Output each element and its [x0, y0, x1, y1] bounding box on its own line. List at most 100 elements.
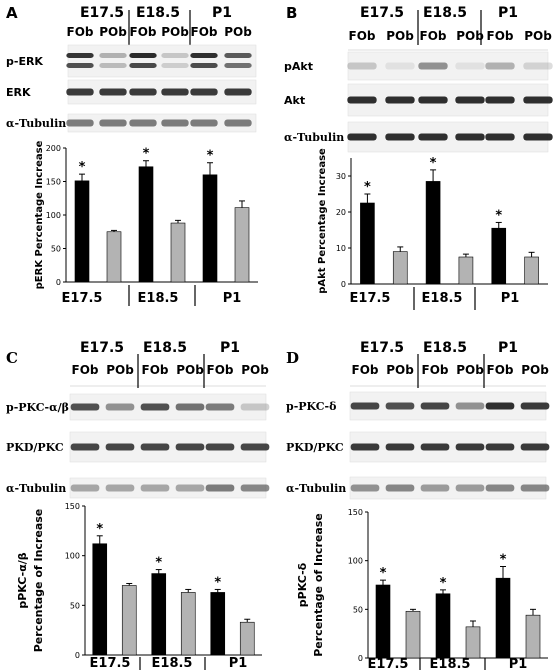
panel-letter: B	[286, 4, 297, 22]
blot-group-label: P1	[498, 5, 518, 21]
bar-fob	[210, 592, 226, 656]
blot-band	[66, 53, 94, 58]
y-axis-label: Percentage of Increase	[32, 509, 45, 653]
blot-band	[224, 119, 252, 127]
significance-star: *	[430, 156, 437, 171]
y-axis-label: pAkt Percentage Increase	[317, 148, 328, 294]
blot-band	[385, 96, 415, 104]
blot-band	[140, 484, 170, 492]
blot-band	[520, 484, 550, 492]
blot-band	[66, 119, 94, 127]
blot-band	[347, 133, 377, 141]
lane-label: POb	[99, 25, 127, 39]
blot-group-label: E18.5	[423, 340, 467, 356]
bar-pob	[525, 614, 541, 659]
y-tick-label: 200	[46, 144, 61, 153]
blot-band	[99, 119, 127, 127]
lane-label: FOb	[207, 363, 234, 377]
lane-label: FOb	[487, 29, 514, 43]
significance-star: *	[155, 556, 162, 571]
blot-band	[99, 53, 127, 58]
blot-band	[105, 403, 135, 411]
significance-star: *	[214, 575, 221, 590]
bar-pob	[524, 256, 539, 285]
blot-band	[161, 119, 189, 127]
blot-group-label: P1	[220, 340, 240, 356]
blot-band	[129, 53, 157, 58]
blot-band	[385, 443, 415, 451]
blot-band	[205, 484, 235, 492]
x-group-label: P1	[501, 291, 520, 306]
significance-star: *	[96, 522, 103, 537]
bar-pob	[405, 610, 421, 659]
bar-fob	[495, 577, 511, 659]
blot-band	[175, 484, 205, 492]
x-group-label: E17.5	[350, 291, 391, 306]
blot-band	[224, 53, 252, 58]
blot-label: α-Tubulin	[6, 117, 66, 130]
lane-label: FOb	[191, 25, 218, 39]
y-tick-label: 100	[46, 211, 61, 220]
blot-label: ERK	[6, 86, 31, 99]
bar-pob	[465, 626, 481, 659]
lane-label: FOb	[142, 363, 169, 377]
blot-band	[485, 96, 515, 104]
blot-band	[70, 403, 100, 411]
blot-label: p-ERK	[6, 55, 43, 68]
blot-band	[105, 484, 135, 492]
x-group-label: E18.5	[152, 656, 193, 671]
blot-group-label: P1	[498, 340, 518, 356]
blot-band	[240, 443, 270, 451]
blot-band	[205, 443, 235, 451]
blot-group-label: E18.5	[136, 5, 180, 21]
blot-band	[140, 403, 170, 411]
blot-band	[175, 403, 205, 411]
lane-label: FOb	[67, 25, 94, 39]
blot-band	[347, 62, 377, 70]
blot-band	[129, 63, 157, 68]
bar-pob	[121, 585, 137, 656]
lane-label: FOb	[487, 363, 514, 377]
y-tick-label: 150	[65, 502, 80, 511]
x-group-label: E17.5	[62, 291, 103, 306]
lane-label: POb	[521, 363, 549, 377]
bar-pob	[234, 207, 250, 283]
bar-fob	[138, 166, 154, 283]
y-tick-label: 100	[348, 557, 363, 566]
y-tick-label: 150	[348, 508, 363, 517]
significance-star: *	[143, 147, 150, 162]
bar-pob	[170, 222, 186, 283]
bar-fob	[375, 584, 391, 659]
lane-label: FOb	[422, 363, 449, 377]
blot-band	[161, 53, 189, 58]
blot-label: p-PKC-α/β	[6, 401, 69, 414]
blot-band	[523, 133, 553, 141]
x-group-label: E18.5	[430, 657, 471, 671]
blot-band	[520, 402, 550, 410]
blot-band	[66, 63, 94, 68]
blot-band	[190, 88, 218, 96]
blot-band	[455, 443, 485, 451]
y-tick-label: 50	[51, 245, 61, 254]
blot-band	[129, 119, 157, 127]
x-group-label: P1	[509, 657, 528, 671]
blot-band	[70, 484, 100, 492]
lane-label: FOb	[349, 29, 376, 43]
lane-label: POb	[241, 363, 269, 377]
significance-star: *	[207, 149, 214, 164]
bar-fob	[360, 202, 375, 285]
x-group-label: P1	[229, 656, 248, 671]
y-tick-label: 0	[358, 654, 363, 663]
panel-letter: D	[286, 349, 299, 367]
panel-letter: A	[6, 4, 18, 22]
blot-band	[385, 484, 415, 492]
blot-label: α-Tubulin	[6, 482, 66, 495]
lane-label: FOb	[72, 363, 99, 377]
y-tick-label: 100	[65, 552, 80, 561]
lane-label: FOb	[420, 29, 447, 43]
y-tick-label: 0	[341, 280, 346, 289]
blot-label: α-Tubulin	[284, 131, 344, 144]
